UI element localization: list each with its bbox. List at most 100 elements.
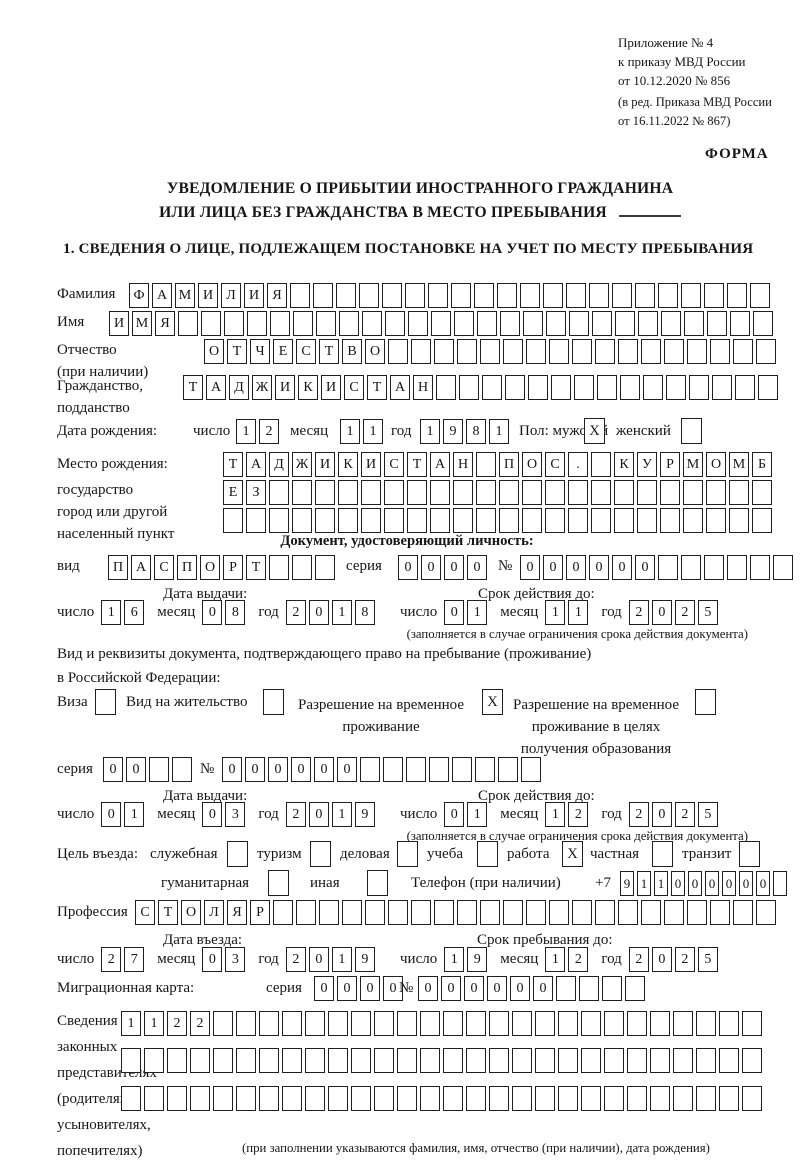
char-cell[interactable]: [604, 1011, 624, 1036]
char-cell[interactable]: [614, 508, 634, 533]
char-cell[interactable]: [292, 480, 312, 505]
char-cell[interactable]: .: [568, 452, 588, 477]
char-cell[interactable]: [246, 508, 266, 533]
char-cell[interactable]: 0: [688, 871, 702, 896]
char-cell[interactable]: [535, 1011, 555, 1036]
char-cell[interactable]: М: [175, 283, 195, 308]
char-cell[interactable]: 0: [444, 802, 465, 827]
char-cell[interactable]: [592, 311, 612, 336]
char-cell[interactable]: [522, 508, 542, 533]
char-cell[interactable]: [660, 480, 680, 505]
char-cell[interactable]: 0: [308, 947, 329, 972]
char-cell[interactable]: [259, 1011, 279, 1036]
char-cell[interactable]: Е: [223, 480, 243, 505]
char-cell[interactable]: [558, 1011, 578, 1036]
char-cell[interactable]: [549, 339, 569, 364]
char-cell[interactable]: 0: [398, 555, 418, 580]
visa-checkbox[interactable]: [95, 689, 116, 715]
char-cell[interactable]: [365, 900, 385, 925]
char-cell[interactable]: [750, 555, 770, 580]
char-cell[interactable]: [489, 1086, 509, 1111]
char-cell[interactable]: [660, 508, 680, 533]
char-cell[interactable]: [362, 311, 382, 336]
char-cell[interactable]: [328, 1011, 348, 1036]
char-cell[interactable]: 0: [314, 976, 334, 1001]
char-cell[interactable]: [602, 976, 622, 1001]
char-cell[interactable]: [459, 375, 479, 400]
char-cell[interactable]: А: [206, 375, 226, 400]
char-cell[interactable]: 0: [337, 757, 357, 782]
char-cell[interactable]: [397, 1086, 417, 1111]
char-cell[interactable]: [407, 480, 427, 505]
char-cell[interactable]: Ч: [250, 339, 270, 364]
char-cell[interactable]: [637, 480, 657, 505]
char-cell[interactable]: [420, 1011, 440, 1036]
char-cell[interactable]: [457, 339, 477, 364]
char-cell[interactable]: 1: [654, 871, 668, 896]
char-cell[interactable]: [545, 480, 565, 505]
char-cell[interactable]: [351, 1048, 371, 1073]
char-cell[interactable]: [476, 480, 496, 505]
char-cell[interactable]: И: [321, 375, 341, 400]
char-cell[interactable]: [190, 1086, 210, 1111]
char-cell[interactable]: Я: [227, 900, 247, 925]
char-cell[interactable]: 0: [245, 757, 265, 782]
char-cell[interactable]: О: [706, 452, 726, 477]
char-cell[interactable]: [641, 900, 661, 925]
char-cell[interactable]: [756, 339, 776, 364]
char-cell[interactable]: 2: [285, 802, 306, 827]
char-cell[interactable]: 2: [285, 947, 306, 972]
char-cell[interactable]: 0: [101, 802, 122, 827]
char-cell[interactable]: 0: [418, 976, 438, 1001]
char-cell[interactable]: [712, 375, 732, 400]
char-cell[interactable]: [535, 1048, 555, 1073]
char-cell[interactable]: [591, 480, 611, 505]
char-cell[interactable]: [397, 1011, 417, 1036]
char-cell[interactable]: [474, 283, 494, 308]
char-cell[interactable]: 1: [340, 419, 360, 444]
char-cell[interactable]: Ф: [129, 283, 149, 308]
char-cell[interactable]: 6: [124, 600, 145, 625]
char-cell[interactable]: 1: [331, 802, 352, 827]
char-cell[interactable]: [681, 555, 701, 580]
char-cell[interactable]: [627, 1011, 647, 1036]
char-cell[interactable]: 1: [637, 871, 651, 896]
char-cell[interactable]: [569, 311, 589, 336]
char-cell[interactable]: [661, 311, 681, 336]
char-cell[interactable]: О: [204, 339, 224, 364]
char-cell[interactable]: Р: [250, 900, 270, 925]
char-cell[interactable]: [336, 283, 356, 308]
char-cell[interactable]: [595, 900, 615, 925]
char-cell[interactable]: 0: [441, 976, 461, 1001]
char-cell[interactable]: О: [522, 452, 542, 477]
char-cell[interactable]: 0: [308, 600, 329, 625]
char-cell[interactable]: [638, 311, 658, 336]
char-cell[interactable]: З: [246, 480, 266, 505]
char-cell[interactable]: 0: [444, 555, 464, 580]
char-cell[interactable]: [574, 375, 594, 400]
char-cell[interactable]: 1: [545, 947, 566, 972]
char-cell[interactable]: [512, 1011, 532, 1036]
char-cell[interactable]: [627, 1086, 647, 1111]
char-cell[interactable]: 1: [331, 947, 352, 972]
char-cell[interactable]: [383, 757, 403, 782]
char-cell[interactable]: И: [315, 452, 335, 477]
char-cell[interactable]: [443, 1011, 463, 1036]
char-cell[interactable]: 0: [467, 555, 487, 580]
char-cell[interactable]: [443, 1086, 463, 1111]
char-cell[interactable]: [503, 900, 523, 925]
char-cell[interactable]: [172, 757, 192, 782]
purpose-work-checkbox[interactable]: X: [562, 841, 583, 867]
char-cell[interactable]: [545, 508, 565, 533]
